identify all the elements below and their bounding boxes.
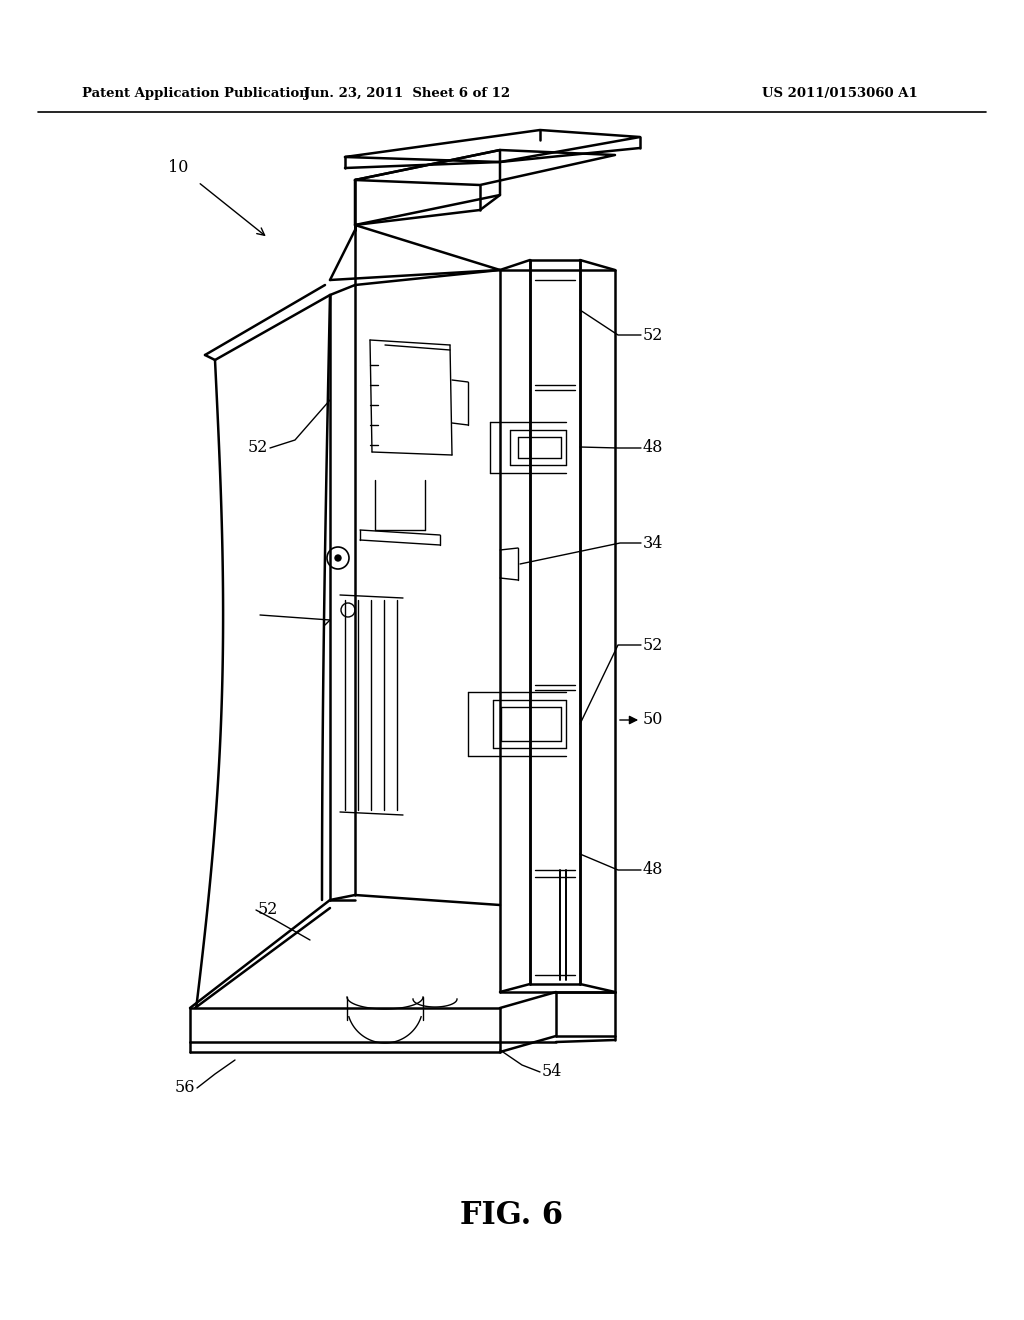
- Text: 52: 52: [643, 636, 664, 653]
- Text: 52: 52: [248, 440, 268, 457]
- Text: 34: 34: [643, 535, 664, 552]
- Text: 48: 48: [643, 440, 664, 457]
- Text: 56: 56: [175, 1080, 196, 1097]
- Text: US 2011/0153060 A1: US 2011/0153060 A1: [762, 87, 918, 99]
- Text: 52: 52: [258, 902, 279, 919]
- Text: 54: 54: [542, 1064, 562, 1081]
- Text: 48: 48: [643, 862, 664, 879]
- Text: 50: 50: [643, 711, 664, 729]
- Text: Jun. 23, 2011  Sheet 6 of 12: Jun. 23, 2011 Sheet 6 of 12: [304, 87, 510, 99]
- Text: 52: 52: [643, 326, 664, 343]
- Text: FIG. 6: FIG. 6: [461, 1200, 563, 1230]
- Text: 10: 10: [168, 160, 188, 177]
- Text: Patent Application Publication: Patent Application Publication: [82, 87, 309, 99]
- Circle shape: [335, 554, 341, 561]
